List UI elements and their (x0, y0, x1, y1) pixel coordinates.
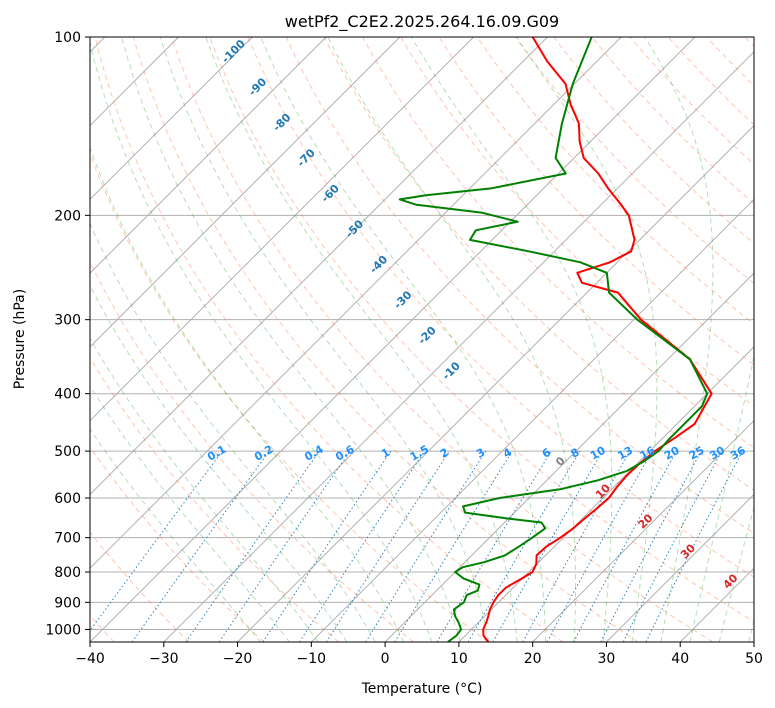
x-axis-title: Temperature (°C) (361, 681, 483, 697)
temperature-trace (482, 37, 713, 642)
moist-adiabat-line (90, 384, 290, 642)
isotherm-line (606, 493, 754, 642)
moist-adiabat-line (90, 146, 404, 642)
dewpoint-trace (398, 37, 709, 642)
mixing-ratio-line (262, 450, 392, 642)
moist-adiabat-line (644, 37, 714, 642)
moist-adiabat-line (260, 37, 547, 642)
plot-frame (89, 36, 755, 643)
y-tick-label: 700 (54, 531, 81, 547)
y-tick-label: 1000 (45, 622, 81, 638)
mixing-ratio-line (573, 450, 677, 642)
mixing-ratio-line (218, 450, 351, 642)
chart-title: wetPf2_C2E2.2025.264.16.09.G09 (285, 12, 559, 32)
y-axis-title: Pressure (hPa) (12, 289, 28, 389)
moist-adiabat-line (90, 337, 319, 642)
dry-adiabat-line (209, 37, 754, 623)
y-tick-label: 400 (54, 387, 81, 403)
isotherm-line (532, 419, 754, 642)
isotherm-line (90, 37, 622, 569)
y-tick-label: 100 (54, 30, 81, 46)
dry-adiabat-line (90, 356, 339, 642)
x-tick-label: 30 (598, 651, 616, 667)
mixing-ratio-line (90, 450, 223, 632)
plot-area: -100-90-80-70-60-50-40-30-20-100.1 0.2 0.4… (90, 37, 754, 642)
dry-adiabat-line (362, 37, 754, 449)
dry-adiabat-line (247, 37, 754, 578)
axes-border (89, 36, 755, 643)
mixing-ratio-line (394, 450, 513, 642)
mixing-ratio-line (522, 450, 631, 642)
mixing-ratio-line (131, 450, 270, 642)
x-tick-label: −10 (297, 651, 327, 667)
dry-adiabat-line (94, 37, 564, 642)
isotherm-line (90, 37, 327, 274)
isotherm-line (90, 37, 401, 348)
dry-adiabat-line (132, 37, 639, 642)
mixing-ratio-line (185, 450, 320, 642)
dry-adiabat-line (323, 37, 754, 491)
dry-adiabat-line (438, 37, 754, 366)
moist-adiabat-line (121, 37, 461, 642)
isotherm-line (90, 37, 696, 642)
isotherm-line (90, 37, 475, 422)
moist-adiabat-line (205, 37, 518, 642)
x-tick-label: 20 (524, 651, 542, 667)
moist-adiabat-line (159, 37, 490, 642)
isotherm-line (237, 124, 754, 642)
y-tick-label: 600 (54, 491, 81, 507)
x-axis: −40 −30 −20 −10 0 10 20 30 40 50 (75, 642, 763, 667)
dry-adiabat-line (90, 260, 414, 642)
dry-adiabat-line (400, 37, 754, 407)
mixing-ratio-line (546, 450, 653, 642)
moist-adiabat-line (90, 428, 261, 642)
y-tick-label: 800 (54, 565, 81, 581)
isotherm-line (90, 37, 548, 496)
dry-adiabat-line (90, 531, 190, 642)
x-tick-label: −30 (149, 651, 179, 667)
y-tick-label: 200 (54, 208, 81, 224)
x-tick-label: −20 (223, 651, 253, 667)
isotherm-line (310, 198, 754, 642)
isotherm-line (384, 272, 754, 642)
x-tick-label: −40 (75, 651, 105, 667)
moist-adiabat-line (90, 222, 376, 642)
isotherm-line (90, 37, 253, 201)
x-tick-label: 10 (450, 651, 468, 667)
mixing-ratio-line (299, 450, 426, 642)
mixing-ratio-line (645, 450, 743, 642)
y-tick-label: 300 (54, 313, 81, 329)
moist-adiabat-line (90, 40, 433, 642)
x-tick-label: 40 (671, 651, 689, 667)
x-tick-label: 50 (745, 651, 763, 667)
moist-adiabat-line (516, 37, 658, 642)
mixing-ratio-line (325, 450, 450, 642)
y-tick-label: 500 (54, 444, 81, 460)
isotherm-line (458, 346, 754, 642)
y-tick-label: 900 (54, 595, 81, 611)
isotherm-line (163, 51, 754, 642)
y-axis: 100 200 300 400 500 600 700 800 900 1000 (45, 30, 90, 638)
moist-adiabat-line (411, 37, 613, 642)
x-tick-label: 0 (381, 651, 390, 667)
